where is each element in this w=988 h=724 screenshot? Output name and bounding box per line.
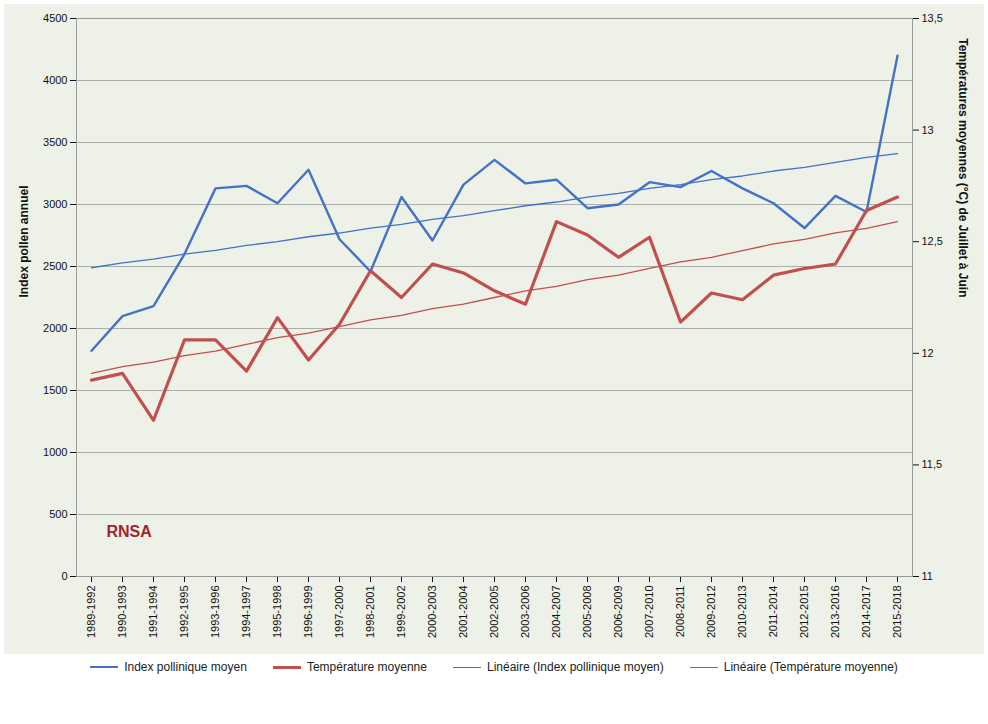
svg-text:1500: 1500: [43, 384, 67, 396]
svg-text:13,5: 13,5: [922, 12, 943, 24]
svg-text:3000: 3000: [43, 198, 67, 210]
svg-text:13: 13: [922, 124, 934, 136]
html-text:Index pollinique moyen: Index pollinique moyen: [124, 660, 247, 674]
svg-text:2007-2010: 2007-2010: [643, 586, 655, 639]
svg-text:Index pollen annuel: Index pollen annuel: [17, 185, 31, 297]
svg-text:1993-1996: 1993-1996: [209, 586, 221, 639]
svg-text:2000: 2000: [43, 322, 67, 334]
svg-text:2008-2011: 2008-2011: [674, 586, 686, 638]
svg-text:2000-2003: 2000-2003: [426, 586, 438, 639]
svg-text:2009-2012: 2009-2012: [705, 586, 717, 639]
html-text:Température moyenne: Température moyenne: [306, 660, 427, 674]
svg-text:2004-2007: 2004-2007: [550, 586, 562, 639]
svg-text:11,5: 11,5: [922, 458, 943, 470]
html-text:Linéaire (Index pollinique moy: Linéaire (Index pollinique moyen): [487, 660, 664, 674]
svg-text:RNSA: RNSA: [107, 523, 153, 540]
svg-text:2005-2008: 2005-2008: [581, 586, 593, 639]
svg-text:2006-2009: 2006-2009: [612, 586, 624, 639]
svg-text:1996-1999: 1996-1999: [302, 586, 314, 639]
svg-text:11: 11: [922, 570, 933, 582]
svg-text:12: 12: [922, 347, 934, 359]
svg-text:2003-2006: 2003-2006: [519, 586, 531, 639]
svg-text:1000: 1000: [43, 446, 67, 458]
svg-text:Températures moyennes (°C) de: Températures moyennes (°C) de Juillet à …: [956, 38, 970, 297]
svg-text:1989-1992: 1989-1992: [85, 586, 97, 639]
svg-text:2001-2004: 2001-2004: [457, 586, 469, 639]
svg-text:1991-1994: 1991-1994: [147, 586, 159, 639]
svg-text:2011-2014: 2011-2014: [767, 586, 779, 638]
svg-text:1990-1993: 1990-1993: [116, 586, 128, 639]
svg-text:4000: 4000: [43, 74, 67, 86]
svg-text:3500: 3500: [43, 136, 67, 148]
svg-text:2500: 2500: [43, 260, 67, 272]
svg-text:500: 500: [49, 508, 67, 520]
svg-text:1997-2000: 1997-2000: [333, 586, 345, 639]
svg-text:2014-2017: 2014-2017: [860, 586, 872, 639]
svg-text:1999-2002: 1999-2002: [395, 586, 407, 639]
svg-text:12,5: 12,5: [922, 235, 943, 247]
svg-text:1992-1995: 1992-1995: [178, 586, 190, 639]
svg-text:2012-2015: 2012-2015: [798, 586, 810, 639]
svg-text:0: 0: [61, 570, 67, 582]
svg-text:1998-2001: 1998-2001: [364, 586, 376, 639]
svg-text:2002-2005: 2002-2005: [488, 586, 500, 639]
svg-text:2013-2016: 2013-2016: [829, 586, 841, 639]
svg-text:4500: 4500: [43, 12, 67, 24]
svg-text:2010-2013: 2010-2013: [736, 586, 748, 639]
html-text:Linéaire (Température moyenne): Linéaire (Température moyenne): [723, 660, 898, 674]
svg-text:1995-1998: 1995-1998: [271, 586, 283, 639]
svg-text:2015-2018: 2015-2018: [891, 586, 903, 639]
svg-text:1994-1997: 1994-1997: [240, 586, 252, 639]
